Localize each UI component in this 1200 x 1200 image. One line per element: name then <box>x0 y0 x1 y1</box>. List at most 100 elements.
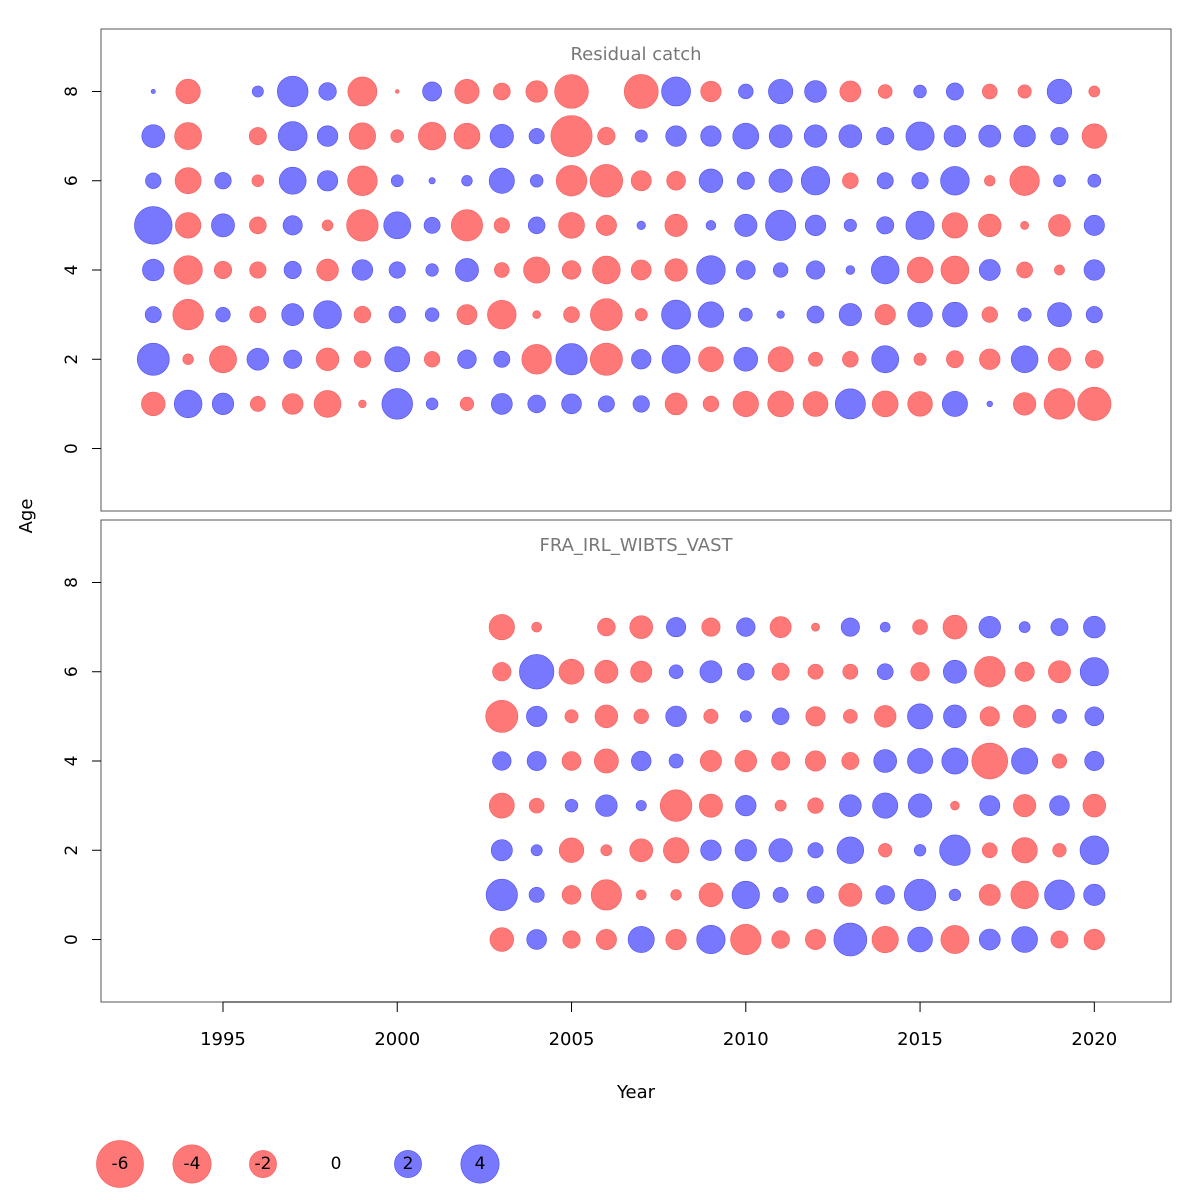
bubble-positive <box>526 705 548 727</box>
bubble-positive <box>488 167 515 194</box>
bubble-negative <box>1043 388 1076 420</box>
bubble-positive <box>734 839 757 862</box>
bubble-negative <box>315 347 340 371</box>
bubble-negative <box>558 837 585 863</box>
bubble-negative <box>771 930 790 949</box>
size-legend: -6 -4 -2 0 2 4 <box>96 1140 500 1188</box>
bubble-positive <box>425 263 439 277</box>
bubble-positive <box>381 388 413 420</box>
bubble-positive <box>627 926 655 953</box>
bubble-negative <box>804 750 826 772</box>
bubble-positive <box>907 301 933 328</box>
bubble-positive <box>661 76 691 107</box>
bubble-positive <box>913 84 927 99</box>
bubble-negative <box>450 209 483 242</box>
bubble-positive <box>698 168 724 193</box>
bubble-positive <box>873 749 897 773</box>
bubble-positive <box>423 216 441 234</box>
bubble-positive <box>1053 174 1066 188</box>
bubble-negative <box>839 80 862 103</box>
bubble-positive <box>840 617 860 637</box>
bubble-negative <box>1013 704 1037 728</box>
bubble-negative <box>630 660 653 683</box>
bubble-negative <box>629 838 654 863</box>
bubble-negative <box>489 927 514 952</box>
bubble-positive <box>768 78 794 105</box>
bubble-positive <box>173 389 203 419</box>
bubble-negative <box>700 80 722 103</box>
bubble-positive <box>1079 657 1109 687</box>
bubble-positive <box>699 660 723 684</box>
legend-label: 4 <box>475 1154 486 1174</box>
bubble-negative <box>528 797 545 814</box>
bubble-positive <box>1010 345 1039 373</box>
bubble-negative <box>805 929 826 950</box>
bubble-negative <box>670 889 682 901</box>
bubble-positive <box>705 220 717 231</box>
bubble-positive <box>665 125 687 147</box>
bubble-negative <box>698 793 723 818</box>
chart-panels: Residual catch 0 2 4 6 8 FRA_IRL_WIBTS_VAST 0 2 4… <box>62 28 1172 1003</box>
bubble-positive <box>278 166 307 195</box>
legend-label: 2 <box>403 1154 414 1174</box>
bubble-positive <box>805 260 826 280</box>
bubble-positive <box>772 262 789 278</box>
bubble-positive <box>737 663 755 681</box>
bubble-negative <box>981 306 998 323</box>
x-tick-label: 2015 <box>897 1029 943 1050</box>
bubble-positive <box>632 395 650 413</box>
bubble-positive <box>845 265 856 275</box>
bubble-negative <box>974 656 1006 688</box>
bubble-positive <box>144 306 162 324</box>
bubble-negative <box>347 165 378 196</box>
bubble-negative <box>978 883 1001 906</box>
x-tick-label: 2020 <box>1071 1029 1117 1050</box>
bubble-positive <box>597 395 615 413</box>
bubble-positive <box>489 124 514 149</box>
bubble-positive <box>768 124 793 148</box>
bubble-negative <box>213 260 233 280</box>
bubble-positive <box>492 751 512 771</box>
bubble-positive <box>490 839 513 862</box>
bubble-negative <box>807 797 824 814</box>
bubble-positive <box>666 617 687 638</box>
bubble-negative <box>1052 843 1067 858</box>
bubble-positive <box>879 621 891 633</box>
bubble-negative <box>802 391 829 417</box>
bubble-positive <box>905 121 935 151</box>
bubble-positive <box>876 172 894 190</box>
bubble-positive <box>776 310 785 319</box>
bubble-negative <box>562 930 581 949</box>
bubble-positive <box>1013 125 1036 148</box>
legend-item: 0 <box>331 1154 342 1174</box>
bubble-positive <box>1018 621 1031 633</box>
bubble-negative <box>592 255 621 285</box>
bubble-positive <box>211 213 235 238</box>
y-tick-label: 8 <box>62 86 82 97</box>
bubble-positive <box>631 750 652 772</box>
legend-item: 2 <box>394 1150 422 1178</box>
y-tick-label: 8 <box>62 577 82 588</box>
bubble-negative <box>1009 165 1040 196</box>
bubble-negative <box>1047 347 1072 371</box>
bubble-negative <box>664 392 688 416</box>
bubble-negative <box>871 390 899 418</box>
bubble-negative <box>1048 214 1071 237</box>
bubble-negative <box>659 789 693 822</box>
x-tick-label: 2000 <box>374 1029 420 1050</box>
bubble-positive <box>738 83 754 100</box>
bubble-negative <box>487 299 517 330</box>
bubble-positive <box>978 124 1002 148</box>
bubble-negative <box>979 348 1001 370</box>
bubble-negative <box>907 391 933 417</box>
bubble-positive <box>283 349 303 369</box>
bubble-negative <box>664 213 688 237</box>
bubble-positive <box>943 659 967 684</box>
bubble-positive <box>700 125 722 147</box>
bubble-positive <box>768 168 793 193</box>
bubble-positive <box>733 347 759 372</box>
bubble-positive <box>765 209 797 241</box>
bubble-negative <box>1077 386 1112 421</box>
bubble-positive <box>838 303 862 327</box>
